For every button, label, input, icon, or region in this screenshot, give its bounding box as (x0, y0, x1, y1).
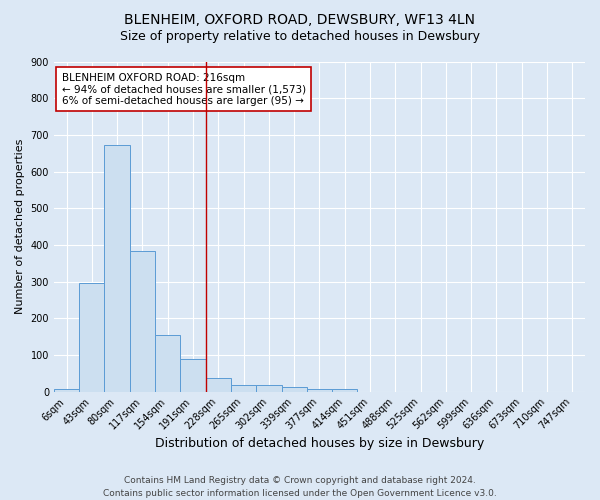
Text: Size of property relative to detached houses in Dewsbury: Size of property relative to detached ho… (120, 30, 480, 43)
Y-axis label: Number of detached properties: Number of detached properties (15, 139, 25, 314)
Bar (206, 378, 231, 392)
Bar (231, 386, 256, 392)
Bar (104, 145, 130, 392)
Bar (307, 389, 332, 392)
Bar (155, 334, 181, 392)
Bar (256, 386, 281, 392)
Text: Contains HM Land Registry data © Crown copyright and database right 2024.
Contai: Contains HM Land Registry data © Crown c… (103, 476, 497, 498)
X-axis label: Distribution of detached houses by size in Dewsbury: Distribution of detached houses by size … (155, 437, 484, 450)
Bar (130, 251, 155, 392)
Bar (79, 282, 104, 392)
Bar (332, 389, 358, 392)
Bar (281, 387, 307, 392)
Text: BLENHEIM, OXFORD ROAD, DEWSBURY, WF13 4LN: BLENHEIM, OXFORD ROAD, DEWSBURY, WF13 4L… (125, 12, 476, 26)
Text: BLENHEIM OXFORD ROAD: 216sqm
← 94% of detached houses are smaller (1,573)
6% of : BLENHEIM OXFORD ROAD: 216sqm ← 94% of de… (62, 72, 305, 106)
Bar (181, 358, 206, 392)
Bar (54, 388, 79, 392)
